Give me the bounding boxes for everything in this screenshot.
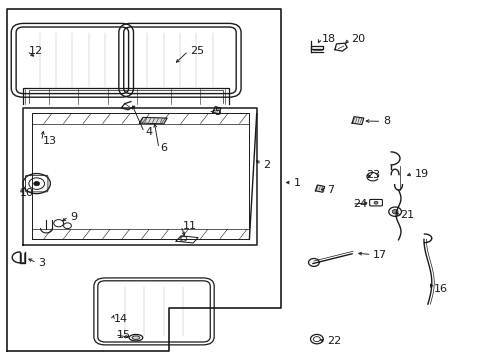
Text: 2: 2	[263, 159, 270, 170]
Text: 23: 23	[365, 170, 379, 180]
Circle shape	[391, 210, 397, 214]
Text: 4: 4	[145, 127, 153, 137]
Polygon shape	[351, 117, 363, 125]
Polygon shape	[315, 185, 324, 192]
Ellipse shape	[132, 336, 140, 339]
Text: 5: 5	[213, 107, 220, 117]
Text: 7: 7	[326, 185, 333, 195]
Text: 25: 25	[189, 46, 203, 56]
Text: 13: 13	[43, 136, 57, 146]
Text: 11: 11	[182, 221, 196, 231]
Text: 6: 6	[160, 143, 167, 153]
Text: 18: 18	[321, 33, 335, 44]
Polygon shape	[212, 107, 221, 114]
Text: 12: 12	[28, 46, 42, 56]
Text: 21: 21	[399, 210, 413, 220]
Text: 16: 16	[433, 284, 447, 294]
Text: 15: 15	[116, 330, 130, 340]
Text: 20: 20	[350, 33, 365, 44]
Text: 17: 17	[372, 249, 386, 260]
Text: 9: 9	[70, 212, 77, 222]
Circle shape	[373, 201, 377, 204]
Text: 22: 22	[326, 336, 340, 346]
Polygon shape	[139, 117, 167, 124]
Text: 3: 3	[38, 258, 45, 268]
Text: 8: 8	[382, 116, 389, 126]
Text: 14: 14	[114, 314, 128, 324]
Text: 19: 19	[414, 168, 428, 179]
Text: 24: 24	[353, 199, 367, 209]
Text: 1: 1	[293, 177, 300, 188]
Text: 10: 10	[20, 188, 34, 198]
Circle shape	[34, 181, 40, 186]
